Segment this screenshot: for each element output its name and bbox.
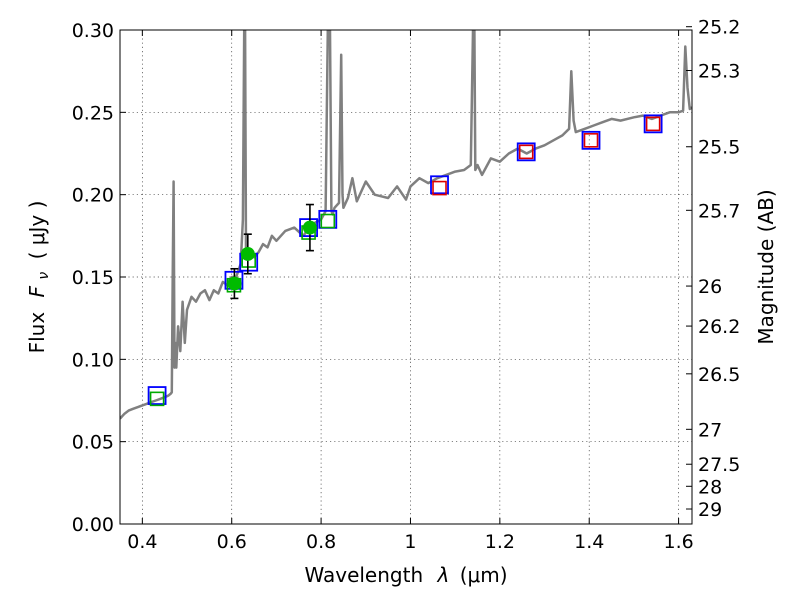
red-square-marker xyxy=(645,116,661,132)
y-tick-label: 0.25 xyxy=(72,102,114,124)
blue-square-marker xyxy=(643,114,663,134)
y2-tick-label: 25.5 xyxy=(698,137,740,159)
x-axis-title: Wavelength λ (μm) xyxy=(304,563,507,587)
x-tick-label: 1.2 xyxy=(485,531,515,553)
y2-tick-label: 28 xyxy=(698,476,722,498)
y-axis-label: Flux xyxy=(25,312,49,354)
y2-tick-label: 25.3 xyxy=(698,61,740,83)
observed-flux-point xyxy=(227,276,242,291)
x-tick-label: 1 xyxy=(404,531,416,553)
x-tick-label: 0.8 xyxy=(306,531,336,553)
red-square-marker xyxy=(583,133,599,148)
x-axis-symbol: λ xyxy=(437,563,450,587)
y-axis-title: Flux F ν ( μJy ) xyxy=(25,201,53,354)
y2-tick-label: 26 xyxy=(698,276,722,298)
blue-square-marker xyxy=(430,175,449,195)
photometry-markers xyxy=(147,114,663,407)
y-axis-unit: ( μJy ) xyxy=(25,201,49,260)
blue-square-marker xyxy=(516,142,536,162)
grid-lines xyxy=(120,29,692,525)
plot-frame xyxy=(119,29,693,525)
x-tick-label: 1.6 xyxy=(663,531,693,553)
x-axis-label: Wavelength xyxy=(304,563,423,587)
green-square-marker xyxy=(320,213,336,229)
red-square-marker xyxy=(518,144,534,160)
y-axis-symbol: F xyxy=(25,285,49,297)
blue-square-marker xyxy=(299,218,318,238)
green-square-marker xyxy=(149,391,165,407)
y-tick-label: 0.30 xyxy=(72,20,114,42)
y2-tick-label: 26.2 xyxy=(698,316,740,338)
observed-flux-point xyxy=(240,246,255,261)
blue-square-marker xyxy=(147,386,167,405)
red-square-marker xyxy=(432,180,447,196)
y2-axis-title: Magnitude (AB) xyxy=(754,189,778,344)
x-axis-unit: (μm) xyxy=(460,563,508,587)
y-axis-subscript: ν xyxy=(36,272,52,280)
y-tick-label: 0.10 xyxy=(72,349,114,371)
model-sed-line xyxy=(120,30,692,420)
y-tick-label: 0.15 xyxy=(72,267,114,289)
y-tick-label: 0.00 xyxy=(72,514,114,536)
observed-flux-point xyxy=(302,220,317,235)
blue-square-marker xyxy=(581,130,601,150)
y2-tick-label: 26.5 xyxy=(698,364,740,386)
y2-tick-label: 27 xyxy=(698,419,722,441)
y2-tick-label: 25.7 xyxy=(698,200,740,222)
model-spectrum xyxy=(120,30,692,420)
y-tick-label: 0.05 xyxy=(72,432,114,454)
axis-ticks: 0.4 0.6 0.8 1 1.2 1.4 1.6 0.00 0.05 0.10 0.15 0.20 0… xyxy=(72,17,741,553)
y2-tick-label: 27.5 xyxy=(698,454,740,476)
y2-tick-label: 29 xyxy=(698,499,722,521)
x-tick-label: 1.4 xyxy=(574,531,604,553)
x-tick-label: 0.6 xyxy=(217,531,247,553)
y-tick-label: 0.20 xyxy=(72,185,114,207)
x-tick-label: 0.4 xyxy=(127,531,157,553)
y2-tick-label: 25.2 xyxy=(698,17,740,39)
